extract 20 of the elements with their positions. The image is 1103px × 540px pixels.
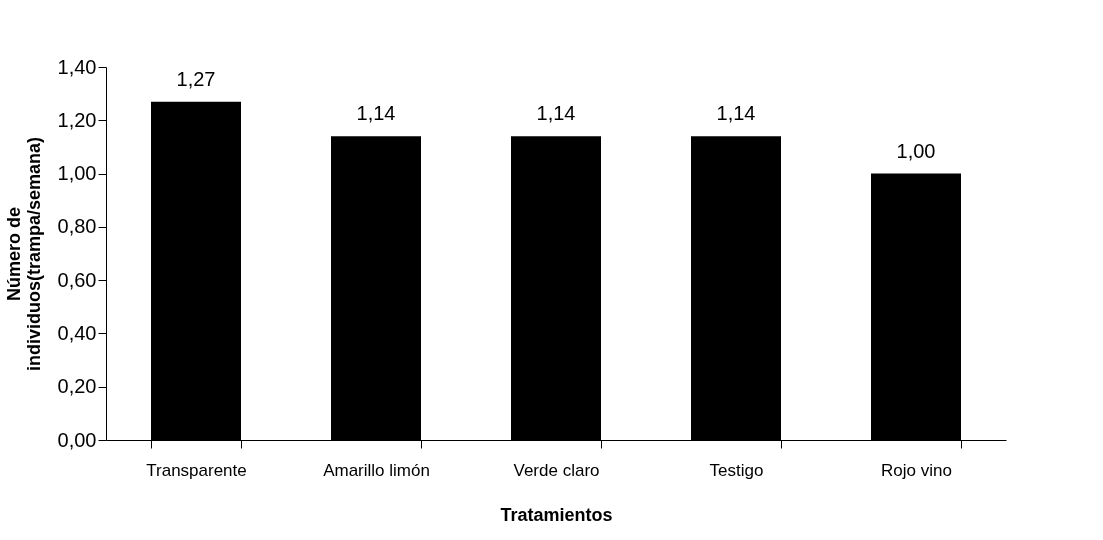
y-tick-label: 0,20 [57,375,97,398]
y-tick-label: 1,20 [57,108,97,131]
y-tick-label: 1,00 [57,162,97,185]
y-tick-label: 0,40 [57,321,97,344]
x-axis-title: Tratamientos [500,504,613,525]
data-label: 1,27 [176,67,216,90]
x-tick-label: Testigo [709,460,764,480]
data-label: 1,14 [356,102,396,125]
data-label: 1,00 [896,139,936,162]
y-tick-label: 0,60 [57,268,97,291]
y-tick-label: 1,40 [57,55,97,78]
x-tick-label: Verde claro [513,460,600,480]
x-tick-label: Amarillo limón [323,460,430,480]
data-label: 1,14 [716,102,756,125]
x-tick-label: Transparente [146,460,247,480]
x-tick-label: Rojo vino [881,460,952,480]
y-tick-label: 0,00 [57,428,97,451]
y-axis-title: Número de individuos(trampa/semana) [3,136,44,372]
y-tick-label: 0,80 [57,215,97,238]
data-label: 1,14 [536,102,576,125]
